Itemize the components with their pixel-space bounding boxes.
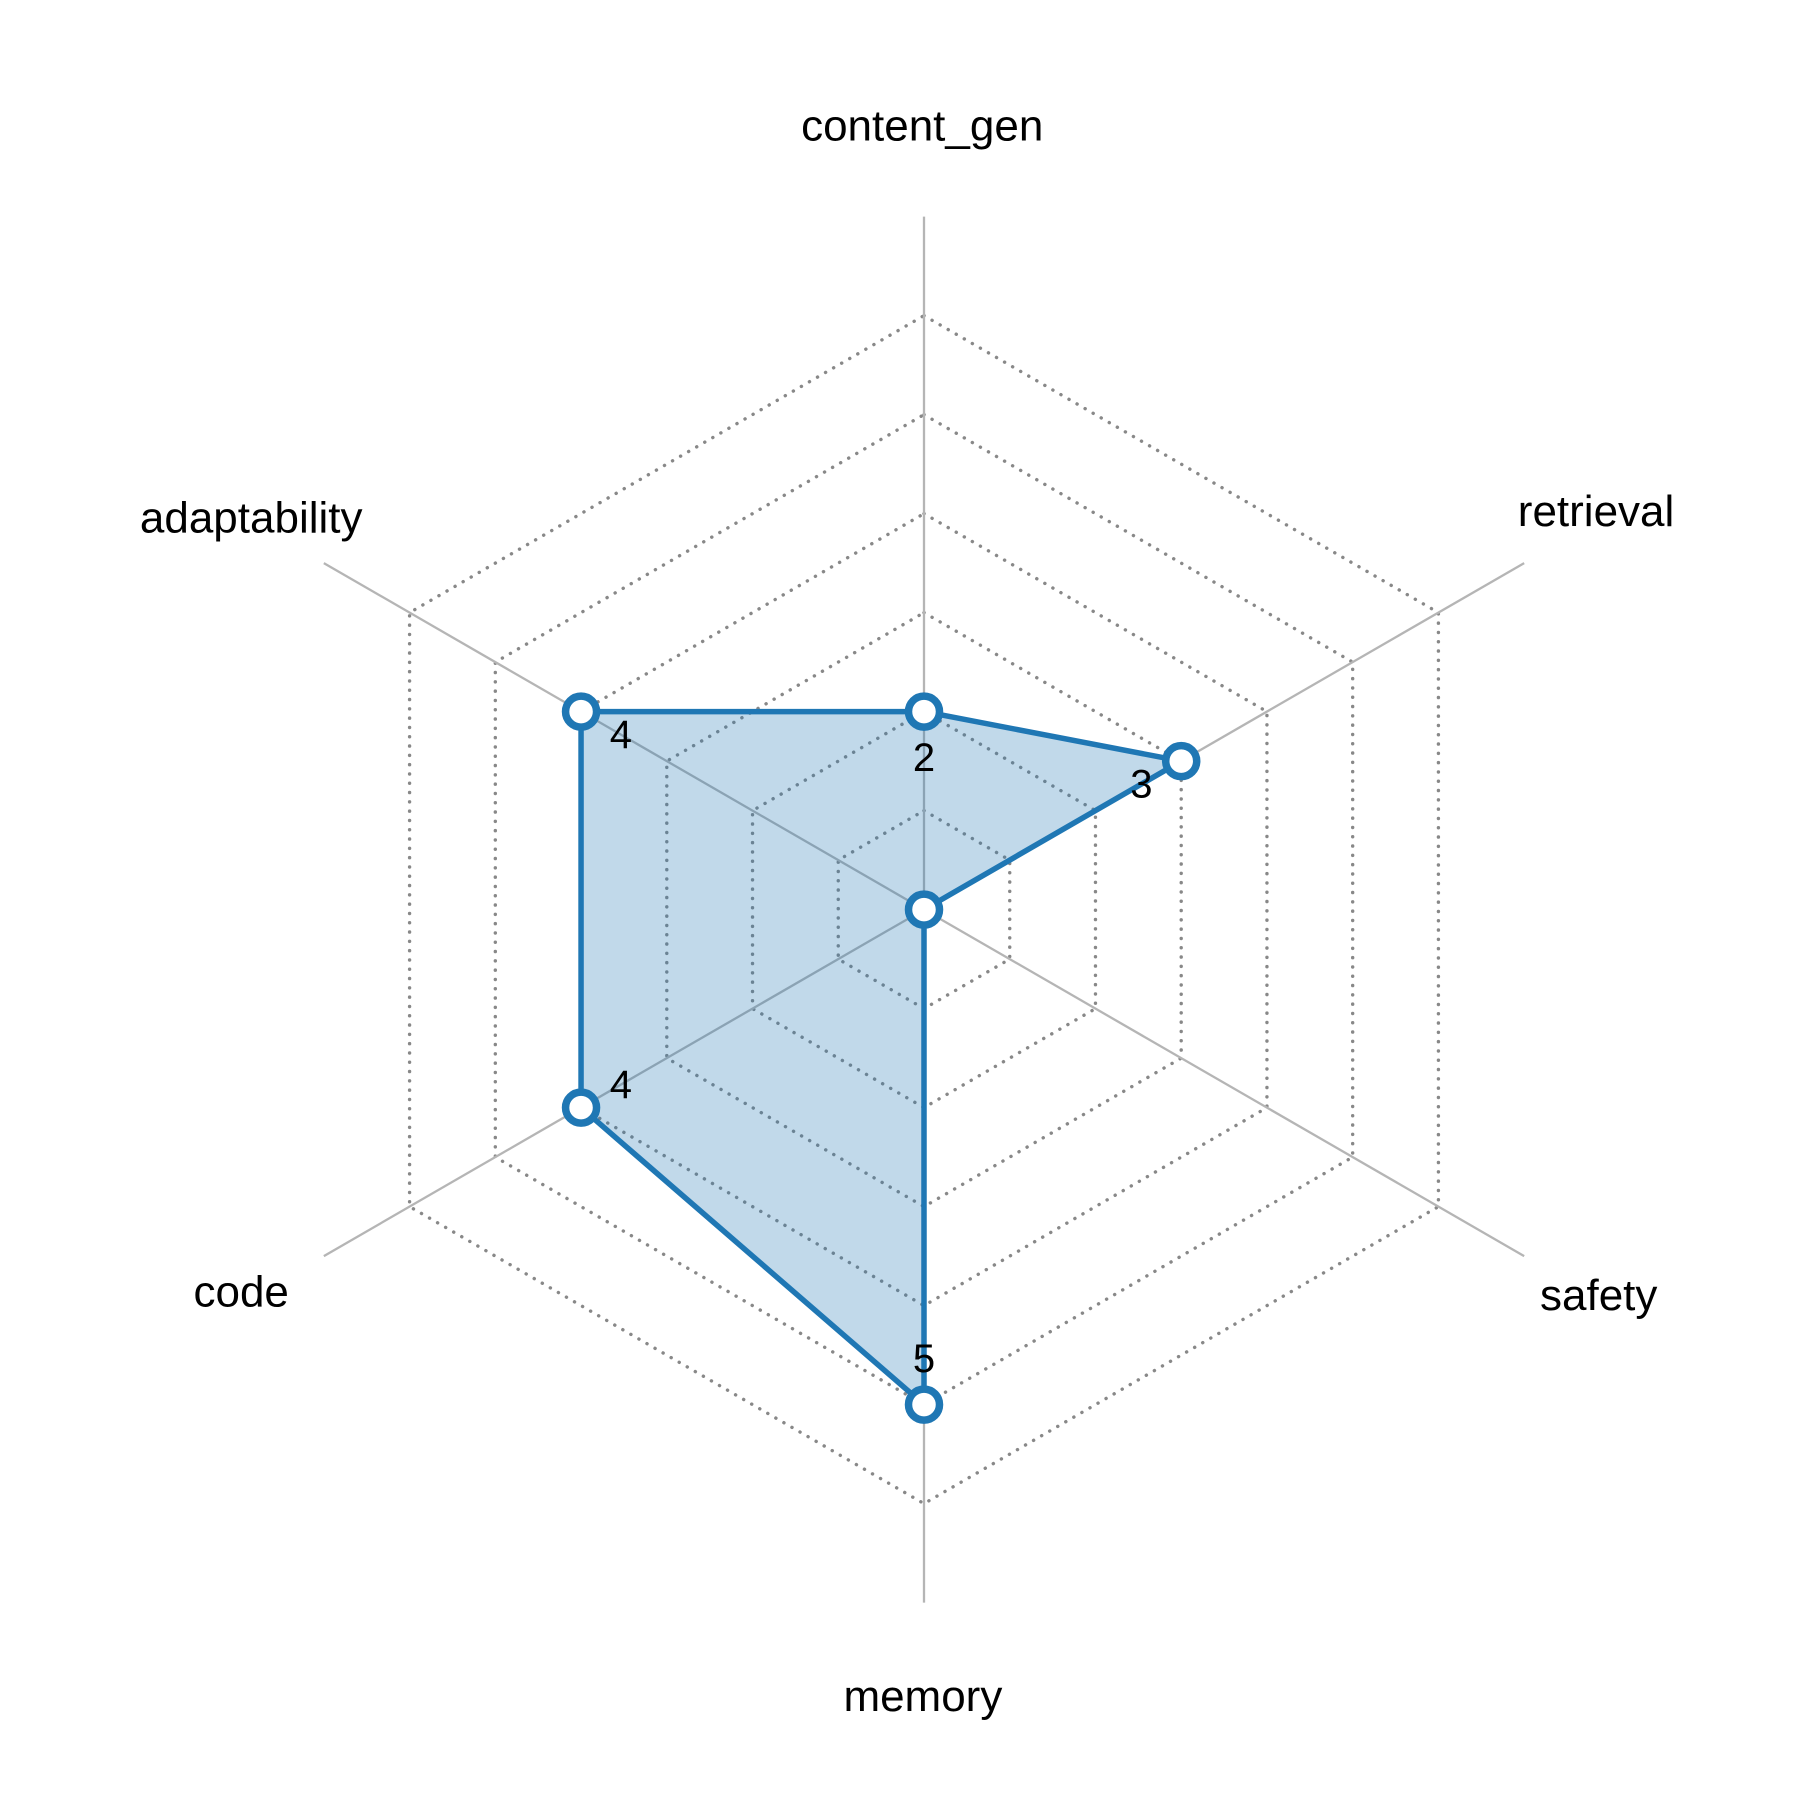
svg-text:memory: memory [843,1672,1002,1721]
svg-text:4: 4 [610,1063,632,1107]
svg-text:retrieval: retrieval [1518,487,1675,536]
svg-text:4: 4 [610,713,632,757]
svg-text:5: 5 [913,1337,935,1381]
svg-text:safety: safety [1540,1271,1657,1320]
svg-text:2: 2 [913,736,935,780]
svg-text:content_gen: content_gen [801,102,1043,151]
svg-text:adaptability: adaptability [140,494,363,543]
svg-text:3: 3 [1130,763,1152,807]
svg-text:code: code [193,1268,288,1317]
